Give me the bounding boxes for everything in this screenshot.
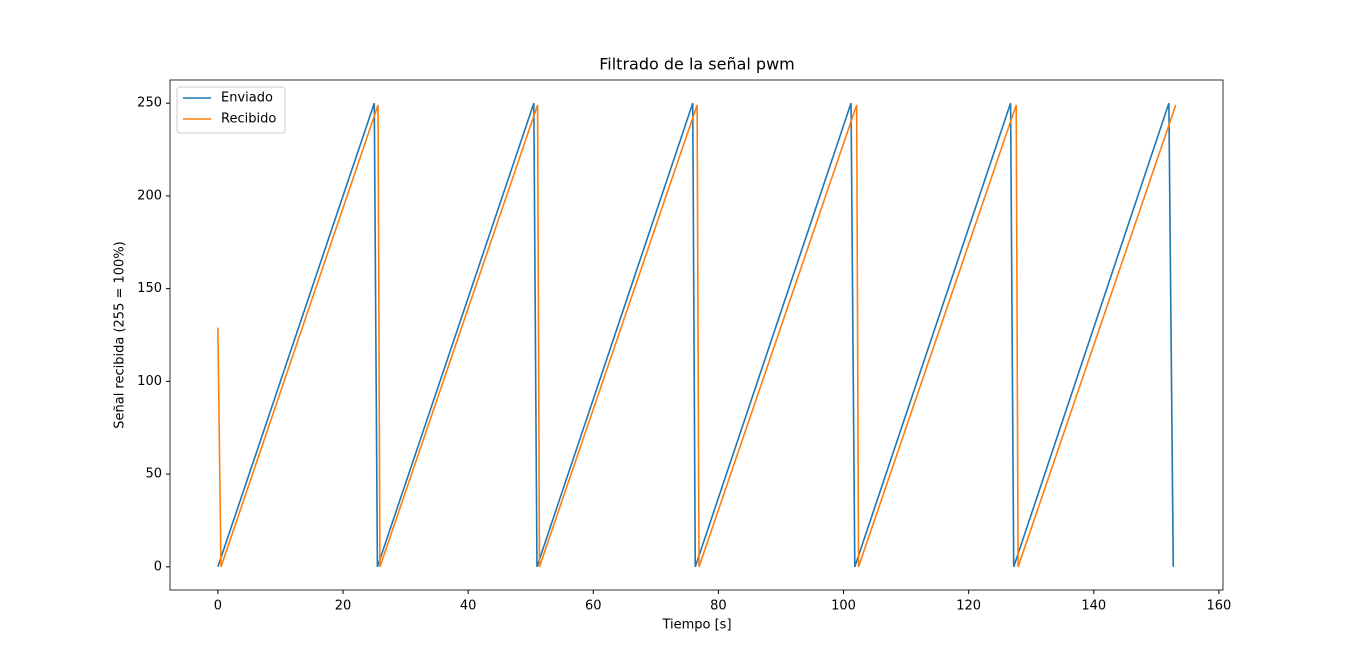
- y-tick-label: 200: [137, 188, 162, 203]
- legend-label: Enviado: [221, 91, 273, 106]
- chart-title: Filtrado de la señal pwm: [599, 55, 795, 74]
- x-tick-label: 160: [1207, 599, 1232, 614]
- x-tick-label: 100: [831, 599, 856, 614]
- data-line: [217, 104, 1177, 568]
- x-tick-label: 120: [956, 599, 981, 614]
- legend-label: Recibido: [221, 112, 276, 127]
- y-tick-label: 250: [137, 96, 162, 111]
- y-tick-label: 150: [137, 281, 162, 296]
- x-tick-label: 40: [460, 599, 477, 614]
- y-tick-label: 0: [154, 559, 162, 574]
- y-tick-label: 100: [137, 374, 162, 389]
- data-line: [217, 102, 1175, 568]
- x-axis-label: Tiempo [s]: [661, 618, 731, 633]
- y-axis-label: Señal recibida (255 = 100%): [113, 241, 128, 429]
- x-tick-label: 140: [1081, 599, 1106, 614]
- plot-frame: [169, 79, 1224, 591]
- x-tick-label: 20: [335, 599, 352, 614]
- x-tick-label: 80: [710, 599, 727, 614]
- x-tick-label: 0: [214, 599, 222, 614]
- y-tick-label: 50: [145, 467, 162, 482]
- x-tick-label: 60: [585, 599, 602, 614]
